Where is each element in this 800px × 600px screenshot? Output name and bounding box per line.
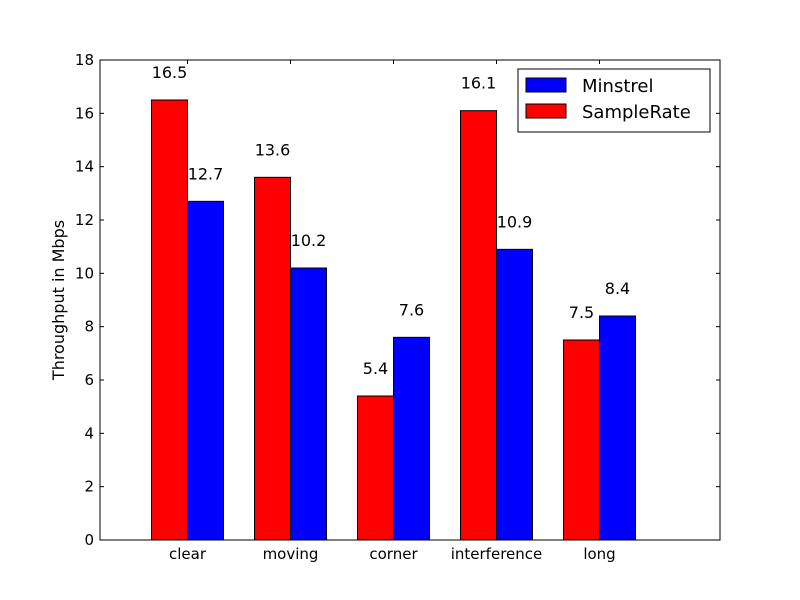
data-label-minstrel-moving: 10.2 bbox=[291, 231, 327, 250]
bar-samplerate-interference bbox=[460, 110, 497, 541]
y-tick-label: 10 bbox=[75, 264, 94, 282]
legend-swatch-samplerate bbox=[525, 103, 567, 119]
bar-minstrel-moving bbox=[290, 267, 327, 541]
y-tick-label: 18 bbox=[75, 51, 94, 69]
x-tick-label: clear bbox=[169, 545, 207, 563]
legend-label-minstrel: Minstrel bbox=[582, 76, 653, 97]
x-tick-label: long bbox=[583, 545, 615, 563]
bar-minstrel-clear bbox=[187, 200, 224, 541]
data-label-samplerate-corner: 5.4 bbox=[363, 359, 388, 378]
x-tick-label: corner bbox=[369, 545, 418, 563]
legend: Minstrel SampleRate bbox=[517, 68, 711, 133]
data-label-samplerate-interference: 16.1 bbox=[461, 74, 497, 93]
y-axis-ticks: 0 2 4 6 8 10 12 14 16 18 bbox=[75, 51, 720, 549]
data-label-minstrel-clear: 12.7 bbox=[188, 164, 224, 183]
x-axis-ticks: clear moving corner interference long bbox=[169, 60, 616, 563]
y-tick-label: 4 bbox=[84, 424, 94, 442]
data-labels-group: 16.5 12.7 13.6 10.2 5.4 7.6 16.1 10.9 7.5 8.4 bbox=[152, 63, 631, 378]
data-label-minstrel-interference: 10.9 bbox=[497, 212, 533, 231]
bar-samplerate-moving bbox=[254, 176, 291, 541]
bar-samplerate-long bbox=[563, 339, 600, 541]
y-tick-label: 12 bbox=[75, 211, 94, 229]
x-tick-label: moving bbox=[263, 545, 319, 563]
data-label-minstrel-long: 8.4 bbox=[605, 279, 630, 298]
bar-samplerate-clear bbox=[151, 99, 188, 541]
bar-minstrel-corner bbox=[393, 336, 430, 541]
data-label-samplerate-long: 7.5 bbox=[569, 303, 594, 322]
legend-swatch-minstrel bbox=[525, 77, 567, 93]
legend-label-samplerate: SampleRate bbox=[582, 102, 691, 123]
y-tick-label: 8 bbox=[84, 318, 94, 336]
data-label-samplerate-moving: 13.6 bbox=[255, 140, 291, 159]
data-label-minstrel-corner: 7.6 bbox=[399, 300, 424, 319]
y-tick-label: 2 bbox=[84, 478, 94, 496]
bars-group bbox=[151, 99, 636, 541]
bar-minstrel-long bbox=[599, 315, 636, 541]
y-tick-label: 6 bbox=[84, 371, 94, 389]
bar-samplerate-corner bbox=[357, 395, 394, 541]
plot-frame bbox=[99, 59, 721, 541]
y-axis-label: Throughput in Mbps bbox=[49, 220, 68, 381]
bar-minstrel-interference bbox=[496, 248, 533, 541]
y-tick-label: 16 bbox=[75, 104, 94, 122]
x-tick-label: interference bbox=[451, 545, 543, 563]
y-tick-label: 14 bbox=[75, 158, 94, 176]
y-tick-label: 0 bbox=[84, 531, 94, 549]
data-label-samplerate-clear: 16.5 bbox=[152, 63, 188, 82]
